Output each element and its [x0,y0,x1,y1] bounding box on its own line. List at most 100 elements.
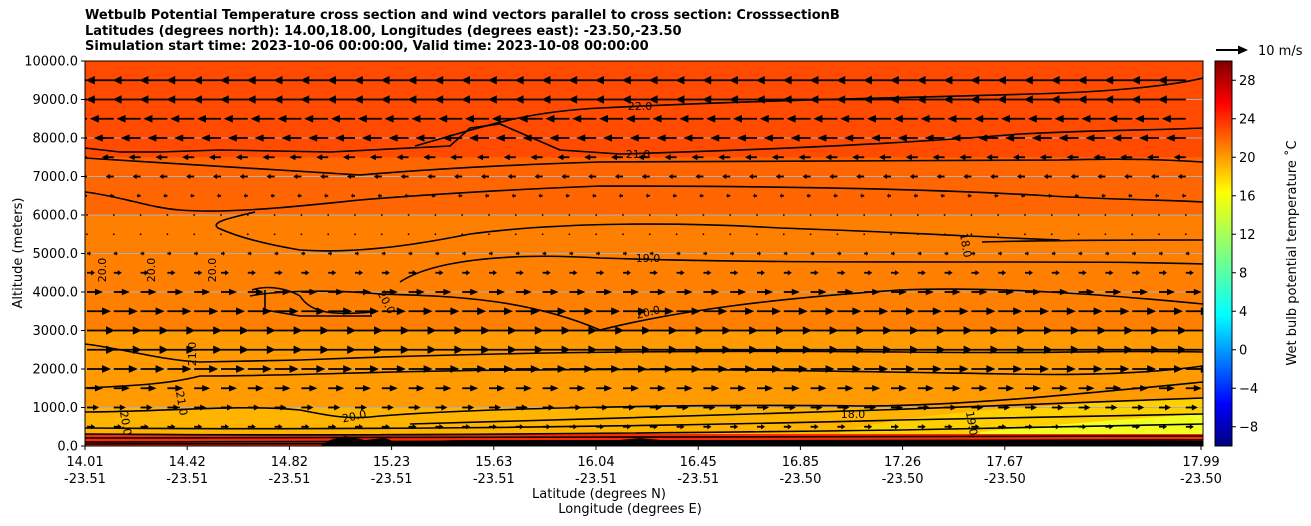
wind-vector-head [514,95,524,104]
wind-vector-head [427,345,437,354]
wind-vector-head [943,76,953,85]
wind-vector-head [952,288,961,296]
wind-vector-head [1191,404,1198,411]
wind-vector-head [867,114,876,123]
wind-vector-head [568,76,578,85]
wind-vector-dot [488,233,490,236]
wind-vector-head [1082,270,1087,276]
wind-vector-dot [1104,214,1107,216]
wind-vector-head [1031,134,1041,142]
wind-vector-head [461,95,470,104]
wind-vector-dot [354,214,356,216]
wind-vector-head [407,95,417,104]
contour-label: 22.0 [628,100,653,113]
wind-vector-head [307,404,314,411]
wind-vector-head [736,404,743,411]
wind-vector-head [584,307,594,316]
wind-vector-head [487,95,497,104]
wind-vector-head [802,345,812,354]
wind-vector-head [906,365,915,373]
wind-vector-head [818,288,827,296]
wind-vector-head [814,424,819,430]
wind-vector-head [1093,154,1100,161]
wind-vector-head [561,345,571,354]
wind-vector-head [227,134,237,142]
wind-vector-head [722,345,732,354]
wind-vector-head [1023,95,1033,104]
wind-vector-head [718,154,725,161]
wind-vector-dot [1184,214,1187,216]
wind-vector-head [970,95,980,104]
wind-vector-head [1205,346,1214,354]
wind-vector-dot [300,233,303,236]
wind-vector-head [557,307,567,316]
wind-vector-head [101,154,108,161]
wind-vector-head [947,114,957,123]
wind-vector-head [1086,288,1095,296]
contour-label-layer: 22.0 21.0 19.0 20.0 18.0 20.0 20.0 20.0 … [96,100,980,437]
wind-vector-dot [193,233,196,236]
wind-vector-head [1070,326,1080,335]
wind-vector-head [1029,424,1033,430]
contour-near-surface-2 [85,423,1203,436]
wind-vector-dot [514,233,517,236]
wind-vector-head [400,326,410,335]
x-tick-label-lon: -23.50 [1180,472,1222,487]
wind-vector-head [1136,270,1141,276]
wind-vector-head [550,384,559,392]
wind-vector-head [759,251,761,256]
wind-vector-head [1054,114,1064,123]
wind-vector-head [707,424,712,430]
wind-vector-dot [595,214,598,216]
wind-vector-dot [246,214,249,216]
x-axis-label-secondary: Longitude (degrees E) [558,502,702,517]
wind-vector-dot [943,214,946,216]
surface-terrain [320,436,1203,446]
wind-vector-head [363,288,371,296]
wind-vector-head [648,76,658,85]
wind-vector-head [997,95,1006,104]
wind-vector-head [883,345,893,354]
wind-vector-dot [1050,214,1053,216]
wind-vector-head [863,95,872,104]
colorbar-tick-label: 24 [1239,112,1256,127]
contour-near-surface-3 [85,435,1203,439]
wind-vector-dot [970,214,973,216]
wind-vector-head [895,424,899,430]
wind-vector-head [197,114,206,123]
wind-vector-head [829,345,839,354]
wind-vector-head [1120,307,1130,316]
wind-vector-head [91,270,95,276]
wind-vector-head [534,326,544,335]
wind-vector-head [1124,345,1134,354]
wind-vector-head [443,288,452,296]
wind-vector-head [186,173,191,180]
wind-vector-head [852,365,862,373]
contour-near-surface-1 [85,413,1203,430]
wind-vector-head [330,251,333,256]
wind-vector-head [782,95,792,104]
wind-vector-head [1059,288,1068,296]
wind-vector-head [465,114,474,123]
wind-vector-head [120,134,130,142]
wind-vector-head [530,365,540,373]
wind-vector-head [1033,288,1041,296]
wind-vector-head [414,404,421,411]
wind-vector-head [1017,345,1027,354]
wind-vector-head [1031,404,1037,411]
wind-vector-head [1120,154,1127,161]
x-tick-label-lon: -23.50 [882,472,924,487]
wind-vector-head [166,95,176,104]
contour-label: 21.0 [173,390,190,416]
wind-vector-head [89,114,99,123]
wind-vector-head [763,134,773,142]
wind-vector-head [410,251,413,256]
wind-vector-head [657,288,666,296]
wind-vector-head [656,134,666,142]
wind-vector-head [373,173,378,180]
wind-vector-head [872,288,881,296]
wind-vector-head [262,307,272,316]
wind-vector-head [1174,365,1183,373]
terrain-shape [320,436,1203,446]
wind-vector-head [370,365,379,373]
